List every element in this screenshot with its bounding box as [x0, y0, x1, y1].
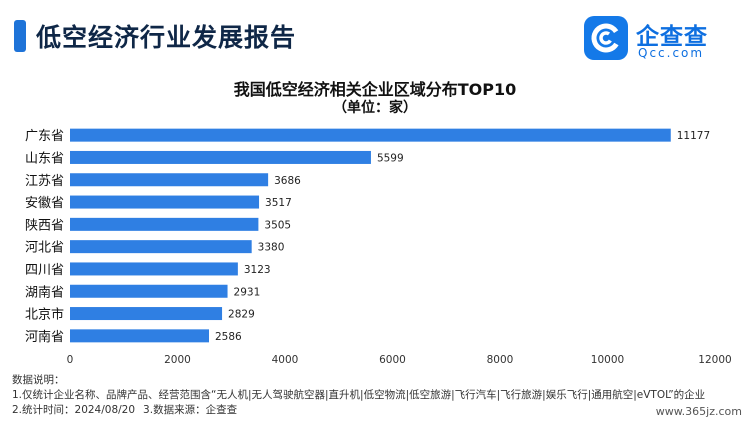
data-label: 3380 [258, 242, 285, 254]
data-label: 5599 [377, 152, 404, 164]
bar [70, 173, 269, 187]
category-label: 安徽省 [25, 196, 64, 211]
bar [70, 307, 223, 321]
notes-source: 3.数据来源：企查查 [143, 404, 238, 416]
x-tick-label: 4000 [272, 354, 299, 366]
qcc-logo-glyph [591, 23, 621, 53]
data-label: 2586 [215, 331, 242, 343]
x-tick-label: 8000 [487, 354, 514, 366]
chart-subtitle: （单位：家） [333, 100, 417, 116]
bar [70, 240, 252, 254]
x-tick-label: 0 [67, 354, 74, 366]
data-label: 2931 [234, 286, 261, 298]
category-label: 河南省 [25, 329, 64, 345]
bar [70, 262, 238, 276]
report-header: 低空经济行业发展报告 企查查 Qcc.com [0, 0, 750, 72]
x-tick-label: 12000 [698, 354, 731, 366]
category-label: 河北省 [25, 241, 64, 256]
data-label: 11177 [677, 130, 710, 142]
data-label: 3517 [265, 197, 292, 209]
bar [70, 217, 259, 231]
watermark: www.365jz.com [655, 405, 742, 418]
data-notes: 数据说明： 1.仅统计企业名称、品牌产品、经营范围含“无人机|无人驾驶航空器|直… [12, 373, 705, 418]
notes-line-2: 2.统计时间：2024/08/20 3.数据来源：企查查 [12, 403, 705, 418]
qcc-logo-icon [584, 16, 628, 60]
bar [70, 128, 671, 142]
chart-title: 我国低空经济相关企业区域分布TOP10 [233, 80, 517, 99]
category-label: 陕西省 [25, 218, 64, 233]
qcc-logo: 企查查 Qcc.com [584, 16, 734, 66]
data-label: 3505 [264, 219, 291, 231]
data-label: 3123 [244, 264, 271, 276]
x-tick-label: 10000 [591, 354, 624, 366]
data-label: 2829 [228, 309, 255, 321]
category-label: 四川省 [25, 263, 64, 278]
logo-name: 企查查 [636, 24, 708, 50]
category-label: 广东省 [25, 129, 64, 144]
notes-heading: 数据说明： [12, 374, 65, 386]
bar [70, 284, 228, 298]
bar [70, 195, 260, 209]
title-accent-bar [14, 20, 26, 52]
category-label: 江苏省 [25, 173, 64, 189]
notes-line-1: 1.仅统计企业名称、品牌产品、经营范围含“无人机|无人驾驶航空器|直升机|低空物… [12, 389, 706, 401]
bar [70, 329, 209, 343]
category-label: 北京市 [25, 307, 64, 323]
x-tick-label: 6000 [379, 354, 406, 366]
logo-domain: Qcc.com [638, 46, 705, 60]
bar [70, 150, 371, 164]
category-label: 湖南省 [25, 284, 64, 300]
notes-stat-time: 2.统计时间：2024/08/20 [12, 404, 136, 416]
x-tick-label: 2000 [164, 354, 191, 366]
report-title: 低空经济行业发展报告 [36, 23, 297, 52]
category-label: 山东省 [25, 151, 64, 166]
data-label: 3686 [274, 175, 301, 187]
